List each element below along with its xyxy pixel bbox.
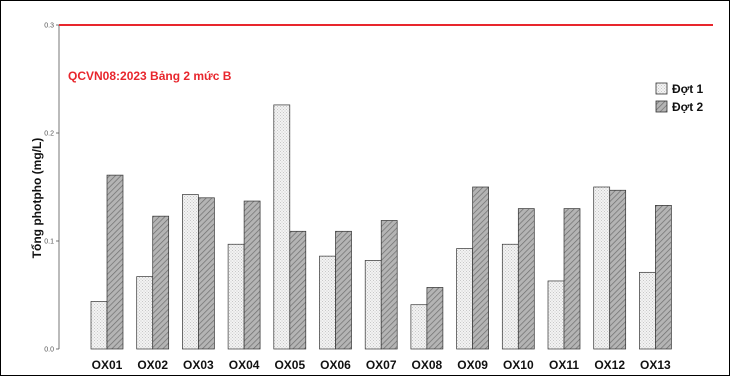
bar-dot-1-ox01 <box>90 301 108 350</box>
bar-dot-1-ox06 <box>319 255 336 350</box>
y-tick-label: 0.1 <box>44 239 54 246</box>
bar-dot-2-ox09 <box>472 186 489 350</box>
x-category-label: OX13 <box>640 358 671 372</box>
reference-line-label: QCVN08:2023 Bảng 2 mức B <box>68 69 232 83</box>
bar-dot-1-ox05 <box>273 104 291 350</box>
y-tick-label: 0.2 <box>44 131 54 138</box>
y-tick-label: 0.0 <box>44 347 54 354</box>
bar-dot-2-ox13 <box>655 205 672 350</box>
x-category-label: OX02 <box>137 358 168 372</box>
bar-dot-2-ox11 <box>563 208 581 350</box>
bar-dot-2-ox08 <box>426 287 444 350</box>
bar-dot-2-ox02 <box>152 215 170 350</box>
legend-swatch-dot-1 <box>655 82 668 95</box>
bar-dot-1-ox07 <box>364 260 382 350</box>
bar-dot-1-ox12 <box>593 186 611 350</box>
y-tick-label: 0.3 <box>44 23 54 30</box>
x-category-label: OX01 <box>92 358 123 372</box>
bar-dot-1-ox10 <box>501 243 519 350</box>
bar-dot-2-ox07 <box>380 220 398 350</box>
bar-dot-2-ox04 <box>243 200 261 350</box>
bar-dot-2-ox05 <box>289 230 307 350</box>
y-axis-title: Tổng photpho (mg/L) <box>30 138 44 259</box>
bar-dot-1-ox02 <box>136 276 154 350</box>
bar-dot-1-ox08 <box>410 304 428 350</box>
bar-dot-2-ox03 <box>198 197 215 350</box>
x-category-label: OX08 <box>412 358 443 372</box>
x-category-label: OX09 <box>457 358 488 372</box>
x-category-label: OX12 <box>594 358 625 372</box>
legend: Đợt 1 Đợt 2 <box>655 82 704 114</box>
x-category-label: OX04 <box>229 358 260 372</box>
bar-dot-2-ox10 <box>517 208 535 350</box>
bar-dot-2-ox12 <box>609 189 627 350</box>
x-category-label: OX05 <box>274 358 305 372</box>
x-category-label: OX06 <box>320 358 351 372</box>
bar-dot-1-ox03 <box>182 194 199 350</box>
legend-swatch-dot-2 <box>655 100 668 113</box>
x-category-label: OX11 <box>549 358 579 372</box>
bar-dot-2-ox01 <box>106 174 124 350</box>
bar-dot-1-ox11 <box>547 280 565 350</box>
bar-dot-2-ox06 <box>335 230 352 350</box>
legend-label-dot-2: Đợt 2 <box>672 100 704 114</box>
bar-dot-1-ox09 <box>456 248 473 350</box>
bar-dot-1-ox04 <box>227 243 245 350</box>
x-category-label: OX07 <box>366 358 397 372</box>
bar-dot-1-ox13 <box>639 271 656 350</box>
x-category-label: OX03 <box>183 358 214 372</box>
x-category-label: OX10 <box>503 358 534 372</box>
legend-label-dot-1: Đợt 1 <box>672 82 704 96</box>
